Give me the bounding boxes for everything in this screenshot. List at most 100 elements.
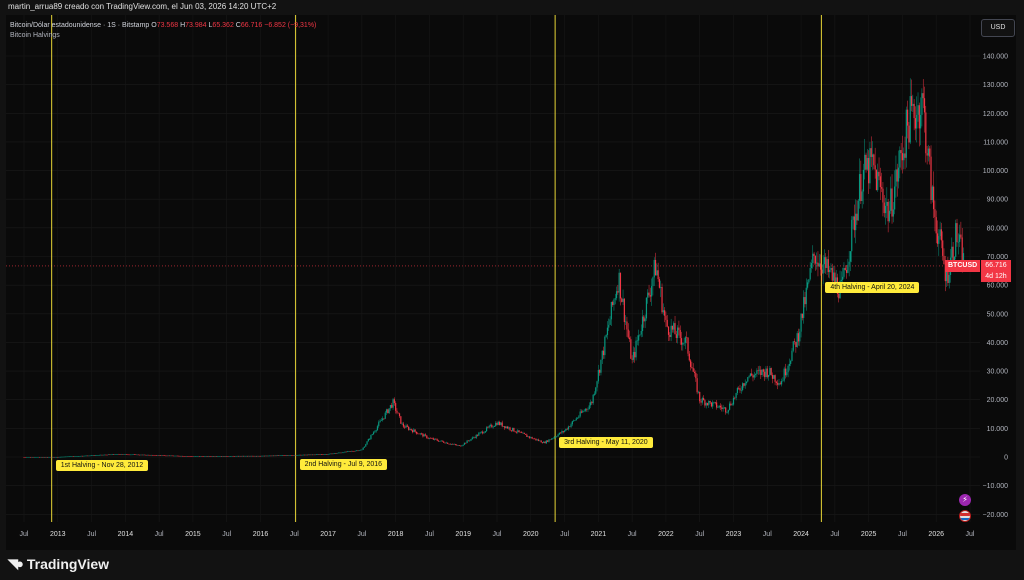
candle-body <box>162 455 164 456</box>
candle-body <box>304 454 306 456</box>
candle-body <box>868 157 870 184</box>
candle-body <box>248 455 250 457</box>
candle-body <box>77 456 80 457</box>
candle-body <box>930 156 932 201</box>
candle-body <box>931 186 933 201</box>
candle-body <box>641 316 644 332</box>
candle-body <box>615 291 618 299</box>
candle-body <box>159 455 162 456</box>
candle-body <box>271 455 273 457</box>
candle-body <box>700 401 702 403</box>
x-tick-label: Jul <box>290 531 299 538</box>
candle-body <box>596 381 598 388</box>
candle-body <box>845 270 848 273</box>
candle-body <box>530 437 532 438</box>
candle-body <box>54 456 56 458</box>
candle-body <box>730 403 732 406</box>
candle-body <box>45 456 47 458</box>
candle-body <box>491 424 493 428</box>
candle-body <box>622 298 624 302</box>
candle-body <box>253 455 255 457</box>
candle-body <box>826 259 828 268</box>
top-bar: martin_arrua89 creado con TradingView.co… <box>0 0 1024 14</box>
candle-body <box>246 455 249 457</box>
candle-body <box>241 455 243 457</box>
candle-body <box>204 456 206 457</box>
candle-body <box>688 353 690 361</box>
candle-body <box>405 425 407 428</box>
candle-body <box>578 416 580 418</box>
candle-body <box>94 455 97 456</box>
candle-body <box>161 455 163 456</box>
candle-body <box>489 424 492 426</box>
indicator-name[interactable]: Bitcoin Halvings <box>10 32 60 39</box>
candle-body <box>565 428 567 431</box>
candle-body <box>509 427 511 431</box>
candle-body <box>301 454 303 456</box>
candle-body <box>32 456 34 458</box>
candle-body <box>652 277 654 287</box>
candle-body <box>366 441 368 445</box>
candle-body <box>467 440 470 442</box>
x-axis[interactable]: Jul 2013 Jul 2014 Jul 2015 Jul 2016 Jul 2017 Jul 20… <box>20 531 975 538</box>
change-value: −6.852 (−9,31%) <box>264 22 317 29</box>
candle-body <box>492 426 494 428</box>
candle-body <box>163 455 165 456</box>
candle-body <box>575 418 577 421</box>
candle-body <box>456 444 458 446</box>
candle-body <box>184 456 186 457</box>
candle-body <box>920 114 922 129</box>
candle-body <box>957 241 959 243</box>
candle-body <box>884 205 887 214</box>
x-tick-label: Jul <box>222 531 231 538</box>
tradingview-logo[interactable]: ◥● TradingView <box>8 556 109 572</box>
candle-body <box>570 424 572 427</box>
candle-body <box>63 456 65 458</box>
candle-body <box>795 341 797 347</box>
candle-body <box>132 454 134 456</box>
candle-body <box>513 427 515 432</box>
candle-body <box>24 456 26 458</box>
currency-button[interactable]: USD <box>981 19 1015 37</box>
candle-body <box>276 455 278 456</box>
candle-body <box>344 451 346 453</box>
candle-body <box>727 409 729 413</box>
candle-body <box>319 454 321 455</box>
candle-body <box>461 445 463 447</box>
y-tick-label: 110.000 <box>983 139 1008 146</box>
candle-body <box>661 286 663 313</box>
symbol-name[interactable]: Bitcoin/Dólar estadounidense · 1S · Bits… <box>10 22 150 29</box>
candle-body <box>123 454 125 455</box>
candle-body <box>287 455 289 456</box>
symbol-legend[interactable]: Bitcoin/Dólar estadounidense · 1S · Bits… <box>10 21 316 41</box>
candle-body <box>528 436 531 438</box>
candle-body <box>426 435 428 439</box>
lightning-icon[interactable]: ⚡ <box>959 494 971 506</box>
x-tick-label: Jul <box>155 531 164 538</box>
candle-body <box>925 112 927 154</box>
candle-body <box>725 407 727 413</box>
candle-body <box>61 456 63 458</box>
candle-body <box>573 420 575 422</box>
us-flag-icon[interactable] <box>959 510 971 522</box>
open-value: 73.568 <box>156 22 179 29</box>
candle-body <box>500 422 502 425</box>
candle-body <box>827 259 829 273</box>
candle-body <box>614 298 616 300</box>
y-axis[interactable]: 140.000 130.000 120.000 110.000 100.000 90.00… <box>983 54 1009 519</box>
candle-body <box>435 438 437 440</box>
candle-body <box>259 455 262 457</box>
candle-body <box>670 325 672 338</box>
candle-body <box>601 350 603 360</box>
candle-body <box>705 403 707 406</box>
candle-body <box>829 269 831 273</box>
candle-body <box>752 375 754 378</box>
candle-body <box>154 455 156 456</box>
candle-body <box>784 368 787 376</box>
x-tick-label: 2013 <box>50 531 66 538</box>
candle-body <box>131 454 133 456</box>
candle-body <box>457 445 459 446</box>
candle-body <box>434 438 436 440</box>
candle-body <box>361 449 363 451</box>
